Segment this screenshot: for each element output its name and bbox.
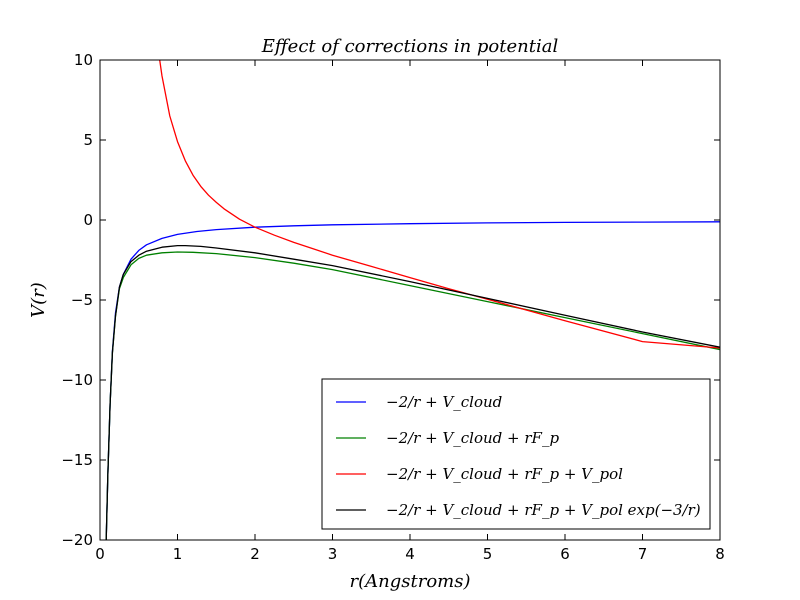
x-tick-label: 2 (250, 545, 260, 563)
y-axis-label: V(r) (28, 282, 49, 318)
x-tick-label: 4 (405, 545, 415, 563)
y-tick-label: −15 (61, 451, 93, 469)
legend-entries: −2/r + V_cloud −2/r + V_cloud + rF_p −2/r … (336, 393, 701, 519)
y-tick-label: −10 (61, 371, 93, 389)
y-tick-label: 10 (74, 51, 93, 69)
legend: −2/r + V_cloud −2/r + V_cloud + rF_p −2/r … (321, 378, 711, 530)
chart-title: Effect of corrections in potential (261, 36, 559, 57)
y-tick-label: 5 (83, 131, 93, 149)
x-tick-label: 7 (638, 545, 648, 563)
x-tick-label: 3 (328, 545, 338, 563)
series-line-4 (105, 244, 720, 540)
x-tick-label: 0 (95, 545, 105, 563)
legend-label: −2/r + V_cloud + rF_p + V_pol (386, 465, 623, 483)
x-tick-label: 6 (560, 545, 570, 563)
legend-label: −2/r + V_cloud + rF_p + V_pol exp(−3/r) (386, 501, 701, 519)
y-tick-label: 0 (83, 211, 93, 229)
series-layer (105, 60, 720, 540)
y-tick-label: −20 (61, 531, 93, 549)
legend-label: −2/r + V_cloud (386, 393, 502, 411)
x-tick-label: 5 (483, 545, 493, 563)
x-tick-label: 1 (173, 545, 183, 563)
series-line-3 (159, 60, 720, 349)
y-tick-label: −5 (71, 291, 93, 309)
legend-box (321, 378, 711, 530)
tick-layer: 0 1 2 3 4 5 6 7 8 10 5 0 −5 −10 −15 −20 (61, 51, 724, 563)
x-tick-label: 8 (715, 545, 725, 563)
legend-label: −2/r + V_cloud + rF_p (386, 429, 559, 447)
x-axis-label: r(Angstroms) (350, 571, 471, 592)
